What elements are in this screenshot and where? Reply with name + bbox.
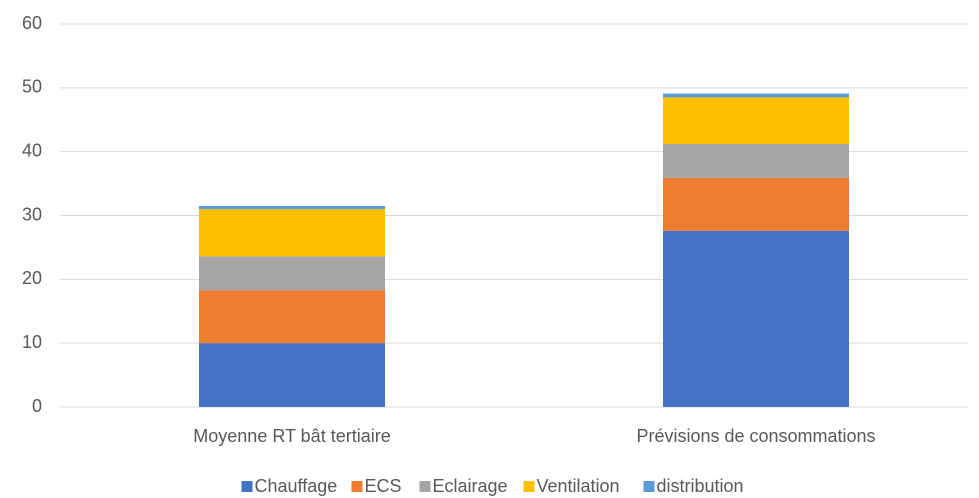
y-tick-label: 20 (22, 268, 42, 288)
bar-segment (663, 144, 849, 178)
bar-segment (199, 256, 385, 291)
y-tick-label: 30 (22, 204, 42, 224)
legend-label: Ventilation (537, 476, 620, 496)
bar-segment (199, 290, 385, 344)
y-tick-label: 50 (22, 77, 42, 97)
y-tick-label: 0 (32, 396, 42, 416)
bar-segment (663, 97, 849, 145)
x-tick-label: Moyenne RT bât tertiaire (193, 426, 390, 446)
bar-segment (199, 205, 385, 210)
legend-label: Chauffage (255, 476, 338, 496)
bar-segment (199, 343, 385, 407)
legend-label: ECS (365, 476, 402, 496)
legend-label: Eclairage (433, 476, 508, 496)
legend-swatch (351, 481, 363, 492)
x-tick-label: Prévisions de consommations (636, 426, 875, 446)
legend-label: distribution (657, 476, 744, 496)
bar-segment (199, 209, 385, 257)
bar-segment (663, 93, 849, 98)
legend-swatch (523, 481, 535, 492)
y-tick-label: 10 (22, 332, 42, 352)
legend-swatch (241, 481, 253, 492)
y-tick-label: 60 (22, 13, 42, 33)
bar-segment (663, 230, 849, 407)
legend-swatch (419, 481, 431, 492)
bar-segment (663, 177, 849, 231)
legend-swatch (643, 481, 655, 492)
y-tick-label: 40 (22, 140, 42, 160)
